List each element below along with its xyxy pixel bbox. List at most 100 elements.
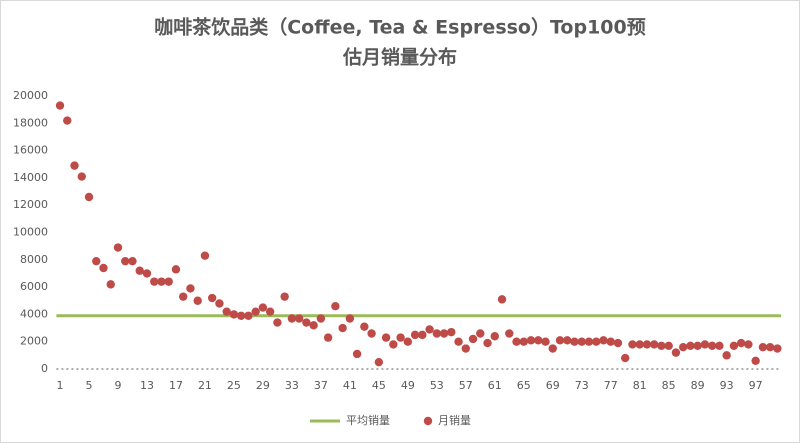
point <box>563 336 572 345</box>
point <box>396 333 405 342</box>
point <box>592 337 601 346</box>
point <box>294 314 304 323</box>
point <box>606 337 615 346</box>
point <box>642 340 652 349</box>
y-tick-label: 16000 <box>13 144 48 157</box>
y-tick-label: 18000 <box>13 116 48 129</box>
point <box>700 340 710 349</box>
point <box>693 341 702 350</box>
point <box>171 265 181 274</box>
y-tick-label: 14000 <box>13 171 48 184</box>
x-tick-label: 57 <box>459 379 473 392</box>
point <box>635 340 644 349</box>
y-tick-label: 20000 <box>13 89 48 102</box>
legend-label: 平均销量 <box>346 413 390 427</box>
point <box>664 341 673 350</box>
point <box>236 311 246 320</box>
chart-title: 估月销量分布 <box>342 46 457 69</box>
point <box>92 256 101 266</box>
x-tick-label: 65 <box>517 379 531 392</box>
point <box>84 192 94 202</box>
point <box>570 337 579 346</box>
point <box>179 292 188 301</box>
point <box>338 323 347 333</box>
point <box>483 338 492 348</box>
point <box>519 337 528 346</box>
point <box>686 341 695 350</box>
point <box>447 327 456 337</box>
point <box>367 329 376 338</box>
x-tick-label: 85 <box>662 379 676 392</box>
point <box>671 348 681 357</box>
x-tick-label: 37 <box>314 379 328 392</box>
x-tick-label: 17 <box>169 379 183 392</box>
point <box>773 344 782 353</box>
point <box>135 266 144 275</box>
point <box>432 329 442 338</box>
x-tick-label: 97 <box>749 379 763 392</box>
point <box>352 349 362 359</box>
point <box>302 318 311 327</box>
point <box>99 263 108 273</box>
point <box>729 341 739 350</box>
x-tick-label: 1 <box>57 379 64 392</box>
point <box>758 342 768 352</box>
legend-label: 月销量 <box>438 413 471 427</box>
point <box>512 337 521 346</box>
point <box>186 284 195 293</box>
point <box>418 330 427 340</box>
x-tick-label: 5 <box>86 379 93 392</box>
x-tick-label: 41 <box>343 379 357 392</box>
point <box>287 314 297 323</box>
x-tick-label: 13 <box>140 379 154 392</box>
point <box>751 356 760 366</box>
point <box>722 351 731 360</box>
point <box>476 329 485 338</box>
point <box>461 344 470 353</box>
x-tick-label: 9 <box>114 379 121 392</box>
point <box>541 337 550 346</box>
point <box>121 256 130 266</box>
point <box>157 277 166 286</box>
point <box>490 332 499 341</box>
point <box>736 338 746 348</box>
point <box>403 337 413 346</box>
x-tick-label: 33 <box>285 379 299 392</box>
point <box>534 336 543 345</box>
point <box>106 280 115 289</box>
point <box>454 337 463 346</box>
y-tick-label: 8000 <box>20 253 48 266</box>
y-tick-label: 6000 <box>20 280 48 293</box>
point <box>345 314 355 323</box>
point <box>374 357 384 367</box>
x-tick-label: 89 <box>691 379 705 392</box>
point <box>142 269 152 278</box>
x-tick-label: 49 <box>401 379 415 392</box>
point <box>425 325 434 334</box>
y-tick-label: 4000 <box>20 307 48 320</box>
point <box>599 336 608 345</box>
point <box>193 296 202 305</box>
point <box>707 341 717 350</box>
x-tick-label: 29 <box>256 379 270 392</box>
x-tick-label: 45 <box>372 379 386 392</box>
point <box>497 295 507 304</box>
point <box>584 337 594 346</box>
x-tick-label: 93 <box>720 379 734 392</box>
x-tick-label: 73 <box>575 379 589 392</box>
point <box>715 341 724 350</box>
point <box>526 336 536 345</box>
x-tick-label: 21 <box>198 379 212 392</box>
point <box>389 340 398 349</box>
y-tick-label: 0 <box>41 362 48 375</box>
point <box>70 161 79 170</box>
point <box>621 353 630 363</box>
point <box>323 333 333 342</box>
point <box>164 277 173 286</box>
point <box>577 337 586 346</box>
point <box>439 329 449 338</box>
point <box>331 302 340 311</box>
point <box>222 307 231 316</box>
